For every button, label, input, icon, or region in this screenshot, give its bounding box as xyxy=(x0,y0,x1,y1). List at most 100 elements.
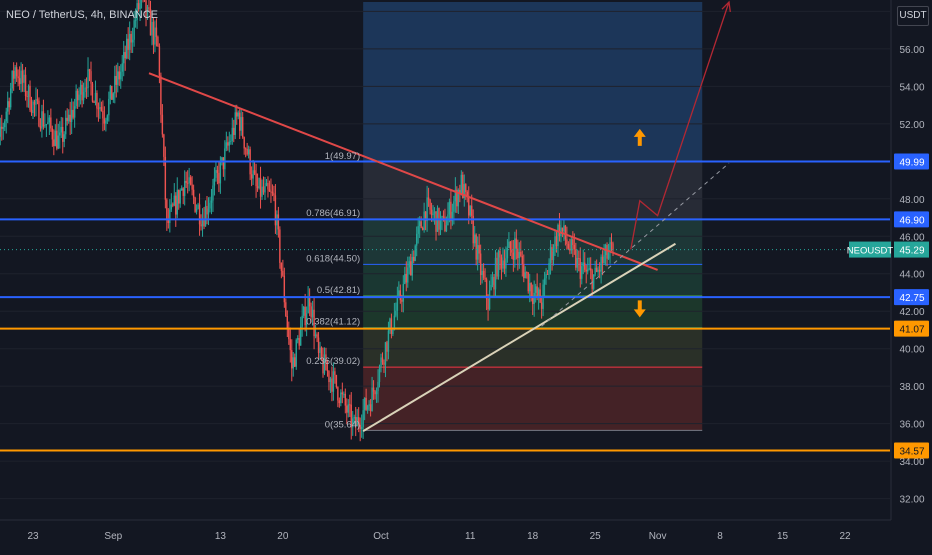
candle xyxy=(423,212,424,230)
candle xyxy=(526,272,527,273)
candle xyxy=(46,124,47,125)
candle xyxy=(362,410,363,427)
candle xyxy=(35,99,36,105)
candle xyxy=(291,350,292,368)
candle xyxy=(202,220,203,226)
candle xyxy=(522,256,523,264)
candle xyxy=(212,186,213,201)
candle xyxy=(345,394,346,406)
candle xyxy=(533,293,534,304)
time-axis-bg xyxy=(0,520,891,550)
candle xyxy=(602,257,603,263)
candle xyxy=(337,387,338,400)
candle xyxy=(404,274,405,284)
candle xyxy=(218,173,219,184)
candle xyxy=(394,316,395,329)
candle xyxy=(32,102,33,113)
candle xyxy=(499,251,500,258)
candle xyxy=(364,398,365,410)
candle xyxy=(101,107,102,111)
fib-zone xyxy=(363,2,702,162)
candle xyxy=(78,95,79,101)
candle xyxy=(188,177,189,183)
candle xyxy=(87,69,88,88)
candle xyxy=(612,243,613,249)
candle xyxy=(261,187,262,197)
candle xyxy=(443,216,444,217)
candle xyxy=(77,91,78,100)
candle xyxy=(475,235,476,260)
price-axis[interactable]: 32.0034.0036.0038.0040.0042.0044.0046.00… xyxy=(847,0,932,550)
candle xyxy=(572,239,573,245)
time-tick-label: 22 xyxy=(839,531,851,542)
symbol-badge-label: NEOUSDT xyxy=(847,246,894,257)
candle xyxy=(401,300,402,302)
candle xyxy=(594,268,595,275)
candle xyxy=(382,357,383,362)
candle xyxy=(4,121,5,127)
candle xyxy=(275,195,276,225)
candle xyxy=(507,248,508,258)
candle xyxy=(611,242,612,243)
candle xyxy=(504,260,505,268)
candle xyxy=(498,251,499,277)
candle xyxy=(370,404,371,411)
candle xyxy=(171,204,172,209)
time-tick-label: 8 xyxy=(717,531,723,542)
candle xyxy=(238,113,239,117)
candle xyxy=(163,134,164,156)
currency-label[interactable]: USDT xyxy=(897,6,929,26)
candle xyxy=(606,245,607,259)
candle xyxy=(125,52,126,58)
level-price-label: 46.90 xyxy=(899,215,924,226)
candle xyxy=(468,196,469,215)
candle xyxy=(258,178,259,188)
candle xyxy=(9,101,10,107)
candle xyxy=(528,273,529,292)
candle xyxy=(122,63,123,71)
candle xyxy=(483,271,484,278)
candle xyxy=(119,71,120,79)
candle xyxy=(58,136,59,149)
candle xyxy=(269,189,270,191)
candle xyxy=(157,37,158,46)
candle xyxy=(132,40,133,43)
candle xyxy=(59,133,60,136)
candle xyxy=(255,174,256,187)
candle xyxy=(208,208,209,214)
candle xyxy=(553,252,554,260)
candle xyxy=(123,52,124,63)
candle xyxy=(20,71,21,84)
candle xyxy=(95,93,96,103)
candle xyxy=(489,290,490,309)
candle xyxy=(64,134,65,142)
candle xyxy=(361,427,362,429)
candle xyxy=(303,307,304,316)
candle xyxy=(603,255,604,263)
fib-zone xyxy=(363,367,702,430)
candle xyxy=(34,102,35,105)
candle xyxy=(569,249,570,251)
candle xyxy=(242,117,243,137)
candle xyxy=(461,175,462,194)
time-tick-label: 23 xyxy=(27,531,39,542)
candle xyxy=(505,258,506,268)
candle xyxy=(391,318,392,334)
price-tick-label: 32.00 xyxy=(899,495,924,506)
candle xyxy=(548,263,549,275)
candle xyxy=(575,249,576,267)
candle xyxy=(96,93,97,108)
candle xyxy=(130,34,131,42)
candle xyxy=(316,334,317,337)
candle xyxy=(568,244,569,249)
candle xyxy=(226,142,227,148)
candle xyxy=(180,190,181,203)
candle xyxy=(591,270,592,288)
candle xyxy=(23,75,24,83)
candle xyxy=(599,270,600,272)
candle xyxy=(44,125,45,126)
fib-label: 0.382(41.12) xyxy=(306,317,360,328)
